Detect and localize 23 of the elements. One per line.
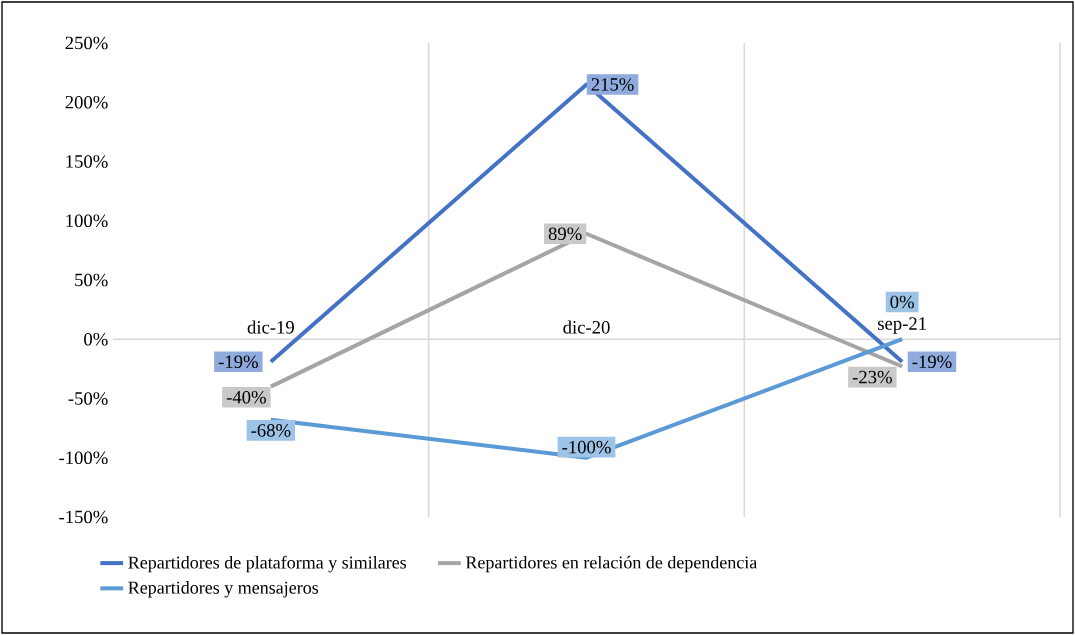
y-tick-label: 0% bbox=[84, 332, 108, 346]
data-label: -19% bbox=[218, 355, 258, 369]
y-tick-label: -50% bbox=[68, 392, 108, 405]
data-label: 0% bbox=[890, 295, 914, 309]
data-label: -100% bbox=[562, 440, 611, 454]
data-label: -68% bbox=[251, 424, 291, 437]
y-tick-label: -150% bbox=[59, 510, 108, 524]
legend-label: Repartidores de plataforma y similares bbox=[128, 555, 407, 573]
x-tick-label: dic-20 bbox=[563, 320, 610, 334]
y-tick-label: 250% bbox=[65, 36, 108, 50]
data-label: -40% bbox=[226, 390, 266, 404]
data-label: 215% bbox=[591, 78, 634, 91]
y-tick-label: 100% bbox=[66, 214, 108, 228]
y-tick-label: 150% bbox=[66, 155, 108, 168]
y-tick-label: -100% bbox=[59, 451, 108, 465]
y-tick-label: 50% bbox=[75, 273, 108, 287]
y-tick-label: 200% bbox=[65, 95, 108, 109]
legend-label: Repartidores en relación de dependencia bbox=[465, 555, 758, 573]
x-tick-label: dic-19 bbox=[247, 320, 294, 334]
x-tick-label: sep-21 bbox=[878, 317, 926, 334]
legend-label: Repartidores y mensajeros bbox=[128, 581, 319, 598]
data-label: -19% bbox=[912, 355, 952, 369]
data-label: -23% bbox=[852, 370, 892, 384]
